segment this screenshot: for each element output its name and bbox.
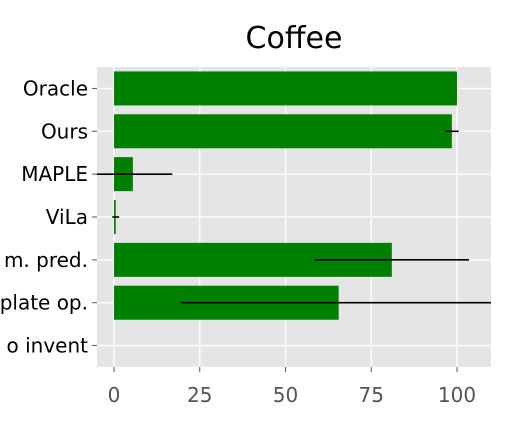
error-bars — [97, 130, 491, 304]
bar — [114, 71, 457, 106]
x-tick-label: 75 — [359, 383, 384, 407]
y-tick-label: m. pred. — [4, 248, 88, 272]
y-tick-label: o invent — [7, 334, 89, 358]
x-tick-label: 100 — [438, 383, 476, 407]
y-tick-label: ViLa — [46, 205, 88, 229]
chart-title: Coffee — [246, 21, 343, 56]
x-tick-label: 0 — [108, 383, 121, 407]
axis-ticks: 0 25 50 75 100 Oracle Ours MAPLE ViLa m. pred. pla… — [0, 76, 476, 407]
x-tick-label: 25 — [187, 383, 212, 407]
y-tick-label: Oracle — [23, 76, 88, 100]
x-tick-label: 50 — [273, 383, 298, 407]
bar — [114, 114, 452, 149]
y-tick-label: Ours — [41, 119, 88, 143]
y-tick-label: MAPLE — [21, 162, 88, 186]
y-tick-label: plate op. — [0, 291, 88, 315]
